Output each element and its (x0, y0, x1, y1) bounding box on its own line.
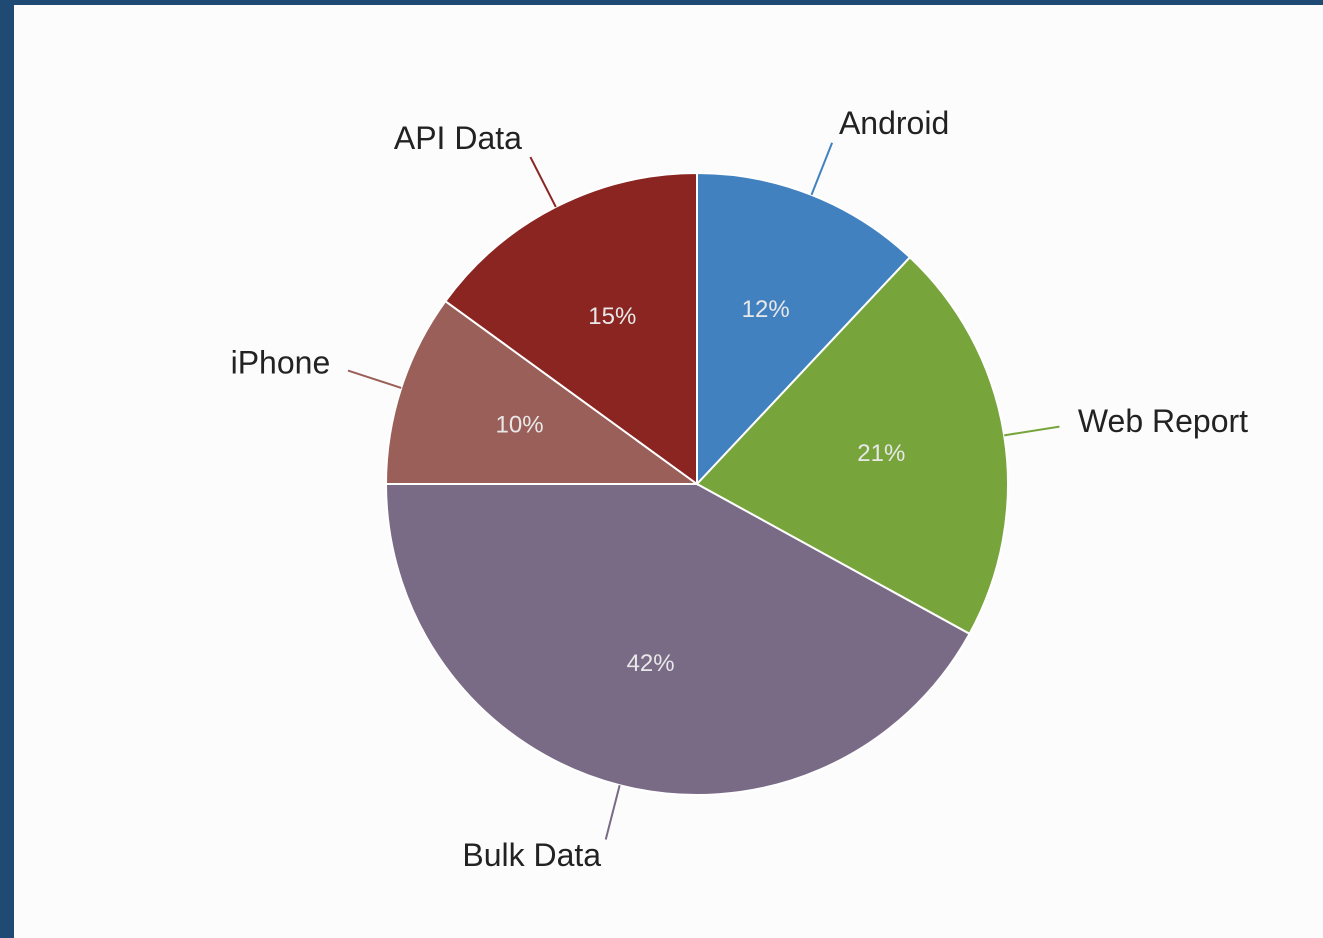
slice-label: 12% (742, 296, 790, 323)
pie-slice (384, 299, 701, 485)
leader-line (1004, 425, 1060, 437)
slice-label: 10% (496, 412, 544, 439)
slice-label: 21% (857, 440, 905, 467)
category-label: iPhone (231, 344, 331, 380)
pie-slice (443, 171, 698, 486)
leader-line (529, 156, 557, 208)
slice-label: 42% (627, 650, 675, 677)
pie-slice (695, 255, 1009, 636)
slice-label: 15% (588, 303, 636, 330)
leader-line (347, 369, 402, 389)
pie-slice (696, 171, 912, 487)
leader-line (810, 142, 834, 196)
category-label: Bulk Data (462, 837, 601, 873)
leader-line (604, 784, 621, 840)
category-label: Web Report (1078, 403, 1248, 439)
pie-slice (384, 483, 971, 796)
category-label: Android (839, 105, 949, 141)
category-label: API Data (394, 120, 522, 156)
